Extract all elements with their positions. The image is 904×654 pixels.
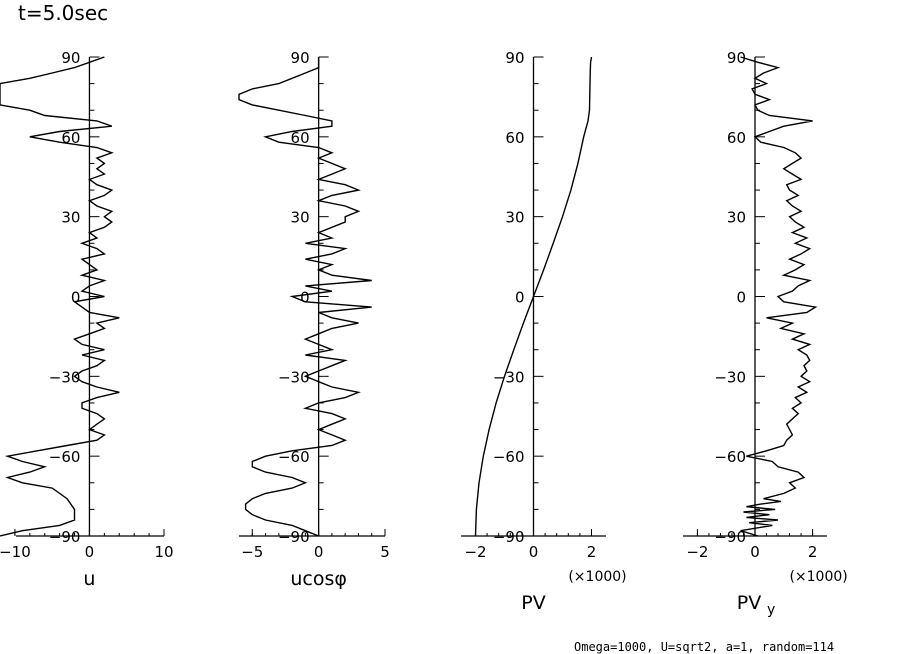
x-tick-label: 0: [314, 543, 324, 561]
x-tick-label: 0: [85, 543, 95, 561]
y-tick-label: 0: [736, 289, 746, 307]
x-tick-label: −5: [241, 543, 263, 561]
y-tick-label: −30: [278, 368, 310, 386]
y-tick-label: 60: [727, 129, 746, 147]
x-axis-label-subscript: y: [767, 602, 775, 618]
y-tick-label: −30: [49, 368, 81, 386]
x-axis-label: ucosφ: [290, 568, 347, 590]
x-tick-label: −2: [686, 543, 708, 561]
x-axis-label: PV: [737, 592, 761, 614]
y-tick-label: −90: [714, 528, 746, 546]
y-tick-label: 60: [291, 129, 310, 147]
series-line-u: [0, 56, 120, 537]
y-tick-label: 30: [505, 209, 524, 227]
x-tick-label: −2: [464, 543, 486, 561]
x-axis-label: PV: [521, 592, 545, 614]
y-tick-label: 0: [300, 289, 310, 307]
series-line-PV: [474, 56, 593, 537]
y-tick-label: 90: [61, 49, 80, 67]
y-tick-label: 30: [727, 209, 746, 227]
scale-note: (×1000): [568, 569, 626, 585]
y-tick-label: −60: [493, 448, 525, 466]
y-tick-label: −60: [714, 448, 746, 466]
y-tick-label: 90: [727, 49, 746, 67]
y-tick-label: 90: [291, 49, 310, 67]
series-line-ucosphi: [238, 57, 372, 537]
panel-u: −10 0 10 −90 −60 −30 0 30 60 90 u: [0, 49, 174, 590]
y-tick-label: 90: [505, 49, 524, 67]
parameters-footer: Omega=1000, U=sqrt2, a=1, random=114: [574, 640, 834, 654]
scale-note: (×1000): [789, 569, 847, 585]
x-tick-label: 2: [808, 543, 818, 561]
y-tick-label: 60: [61, 129, 80, 147]
y-tick-label: −30: [493, 368, 525, 386]
panel-PV: −2 0 2 −90 −60 −30 0 30 60 90 PV (×1000): [461, 49, 627, 614]
x-axis-label: u: [83, 568, 95, 590]
y-tick-label: −90: [278, 528, 310, 546]
x-tick-label: 0: [529, 543, 539, 561]
y-tick-label: 30: [291, 209, 310, 227]
y-tick-label: −90: [493, 528, 525, 546]
y-tick-label: 30: [61, 209, 80, 227]
x-tick-label: 10: [154, 543, 173, 561]
series-line-PVy: [740, 56, 818, 537]
y-tick-label: 0: [71, 289, 81, 307]
x-tick-label: 2: [587, 543, 597, 561]
y-tick-label: 0: [515, 289, 525, 307]
panel-PVy: −2 0 2 −90 −60 −30 0 30 60 90 PV y (×1000): [683, 49, 848, 618]
plot-title: t=5.0sec: [18, 1, 108, 25]
panels: −10 0 10 −90 −60 −30 0 30 60 90 u −5 0 5 −90 −60 −30 0 30 6…: [0, 49, 848, 618]
y-tick-label: 60: [505, 129, 524, 147]
x-tick-label: −10: [0, 543, 31, 561]
x-tick-label: 0: [750, 543, 760, 561]
y-tick-label: −30: [714, 368, 746, 386]
y-tick-label: −60: [49, 448, 81, 466]
x-tick-label: 5: [380, 543, 390, 561]
y-tick-label: −90: [49, 528, 81, 546]
